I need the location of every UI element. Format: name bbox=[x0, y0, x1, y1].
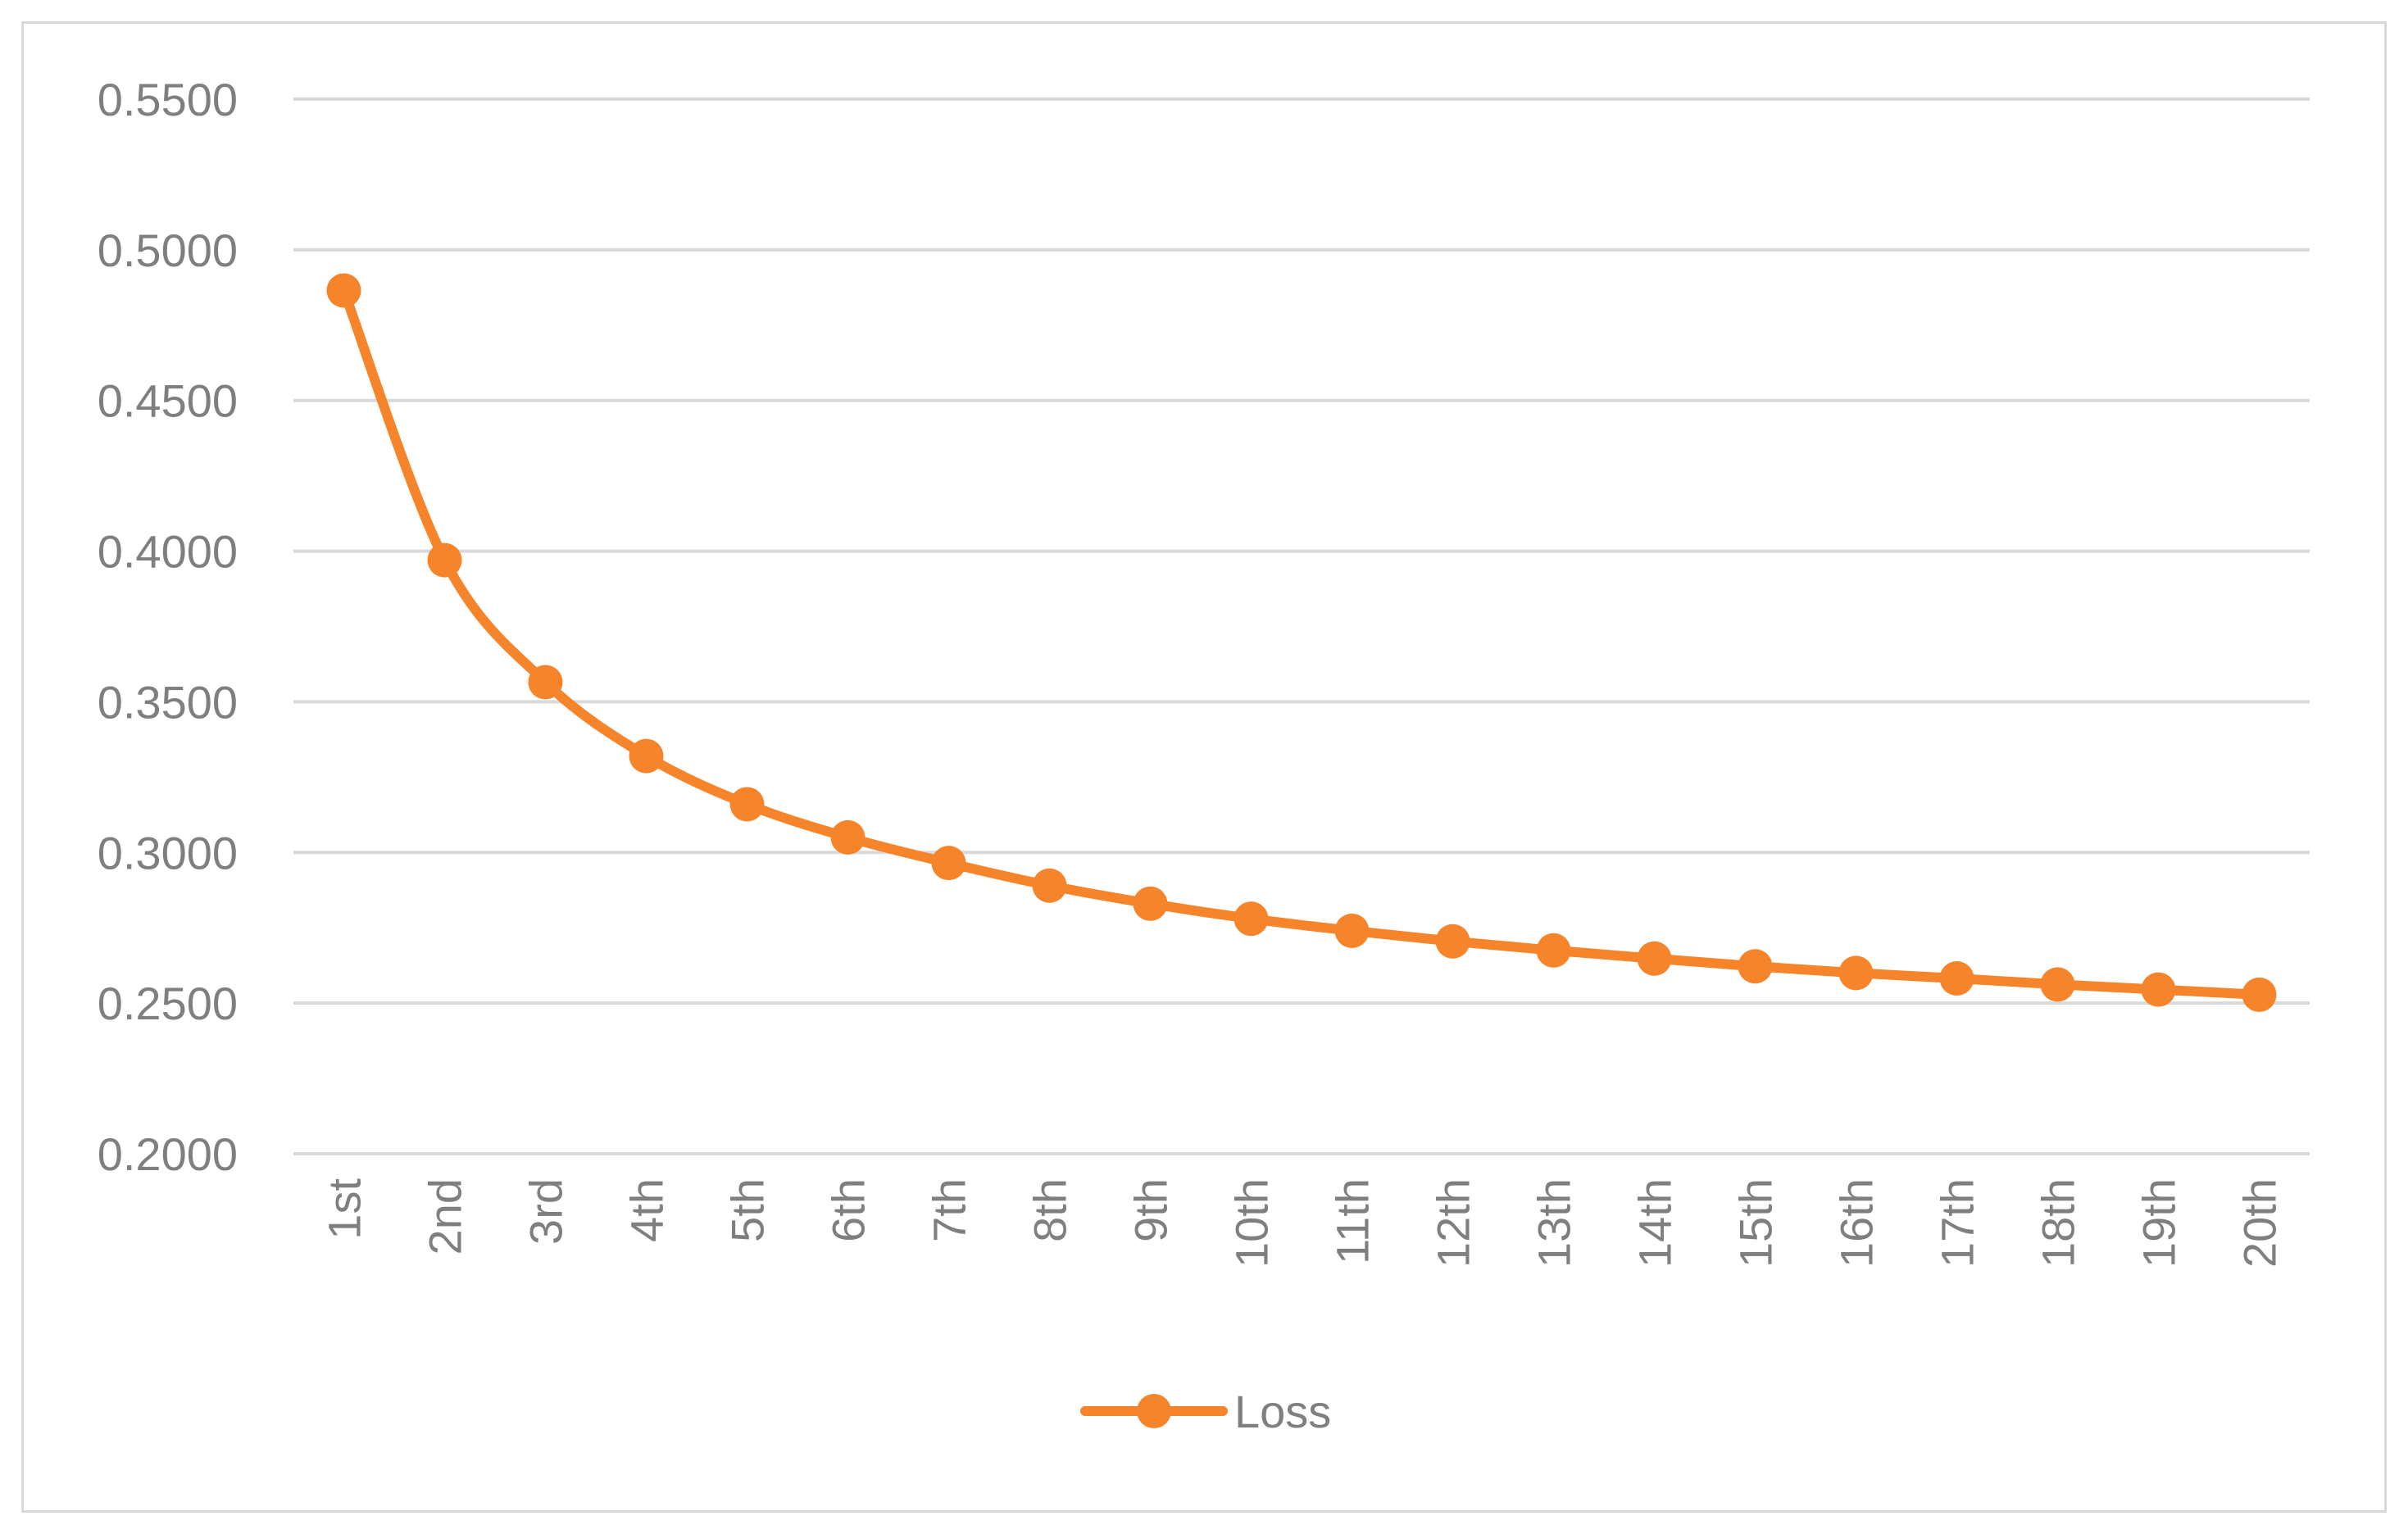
data-point bbox=[1032, 868, 1067, 903]
y-tick-label: 0.4500 bbox=[98, 375, 238, 427]
x-tick-label: 8th bbox=[1025, 1178, 1076, 1242]
x-tick-label: 13th bbox=[1529, 1178, 1580, 1268]
y-axis-tick-labels: 0.2000 0.2500 0.3000 0.3500 0.4000 0.4500 0.50… bbox=[98, 74, 238, 1180]
x-tick-label: 19th bbox=[2133, 1178, 2185, 1268]
x-tick-label: 20th bbox=[2234, 1178, 2286, 1268]
y-tick-label: 0.2500 bbox=[98, 978, 238, 1029]
legend-label: Loss bbox=[1234, 1386, 1331, 1437]
data-point bbox=[629, 738, 664, 774]
x-axis-tick-labels: 1st 2nd 3rd 4th 5th 6th 7th 8th 9th 10th 11th 12th 1… bbox=[319, 1178, 2286, 1268]
x-tick-label: 10th bbox=[1226, 1178, 1278, 1268]
x-tick-label: 18th bbox=[2033, 1178, 2084, 1268]
legend: Loss bbox=[1080, 1386, 1331, 1437]
series-loss bbox=[326, 273, 2277, 1012]
data-point bbox=[1334, 913, 1370, 948]
x-tick-label: 15th bbox=[1730, 1178, 1782, 1268]
x-tick-label: 2nd bbox=[420, 1178, 471, 1255]
data-point bbox=[1838, 955, 1874, 991]
x-tick-label: 14th bbox=[1629, 1178, 1681, 1268]
data-point bbox=[427, 542, 462, 578]
x-tick-label: 4th bbox=[621, 1178, 673, 1242]
data-point bbox=[931, 846, 966, 881]
data-point bbox=[326, 273, 361, 308]
y-tick-label: 0.5000 bbox=[98, 225, 238, 276]
data-point bbox=[1637, 941, 1672, 976]
x-tick-label: 6th bbox=[823, 1178, 875, 1242]
y-tick-label: 0.4000 bbox=[98, 526, 238, 578]
legend-marker-swatch bbox=[1137, 1394, 1171, 1428]
x-tick-label: 17th bbox=[1932, 1178, 1983, 1268]
data-point bbox=[1536, 933, 1571, 968]
series-line-loss bbox=[338, 285, 2265, 1000]
data-point bbox=[830, 819, 866, 855]
chart-frame bbox=[21, 21, 2387, 1513]
data-point bbox=[2242, 977, 2277, 1012]
data-point bbox=[2040, 967, 2075, 1002]
y-tick-label: 0.3500 bbox=[98, 676, 238, 728]
data-point bbox=[2141, 972, 2176, 1007]
data-point bbox=[1939, 960, 1974, 996]
y-tick-label: 0.5500 bbox=[98, 74, 238, 125]
data-point bbox=[1133, 886, 1168, 921]
x-tick-label: 11th bbox=[1327, 1178, 1379, 1264]
data-point bbox=[729, 787, 765, 822]
y-tick-label: 0.2000 bbox=[98, 1128, 238, 1180]
x-tick-label: 12th bbox=[1428, 1178, 1479, 1268]
x-tick-label: 3rd bbox=[520, 1178, 572, 1245]
data-point bbox=[1738, 949, 1773, 984]
x-tick-label: 16th bbox=[1831, 1178, 1883, 1268]
data-point bbox=[1435, 924, 1470, 959]
x-tick-label: 1st bbox=[319, 1178, 370, 1240]
x-tick-label: 7th bbox=[924, 1178, 975, 1242]
x-tick-label: 5th bbox=[722, 1178, 774, 1242]
data-point bbox=[1234, 901, 1269, 937]
y-tick-label: 0.3000 bbox=[98, 827, 238, 878]
x-tick-label: 9th bbox=[1125, 1178, 1177, 1242]
data-point bbox=[528, 665, 563, 700]
gridlines bbox=[293, 98, 2310, 1155]
